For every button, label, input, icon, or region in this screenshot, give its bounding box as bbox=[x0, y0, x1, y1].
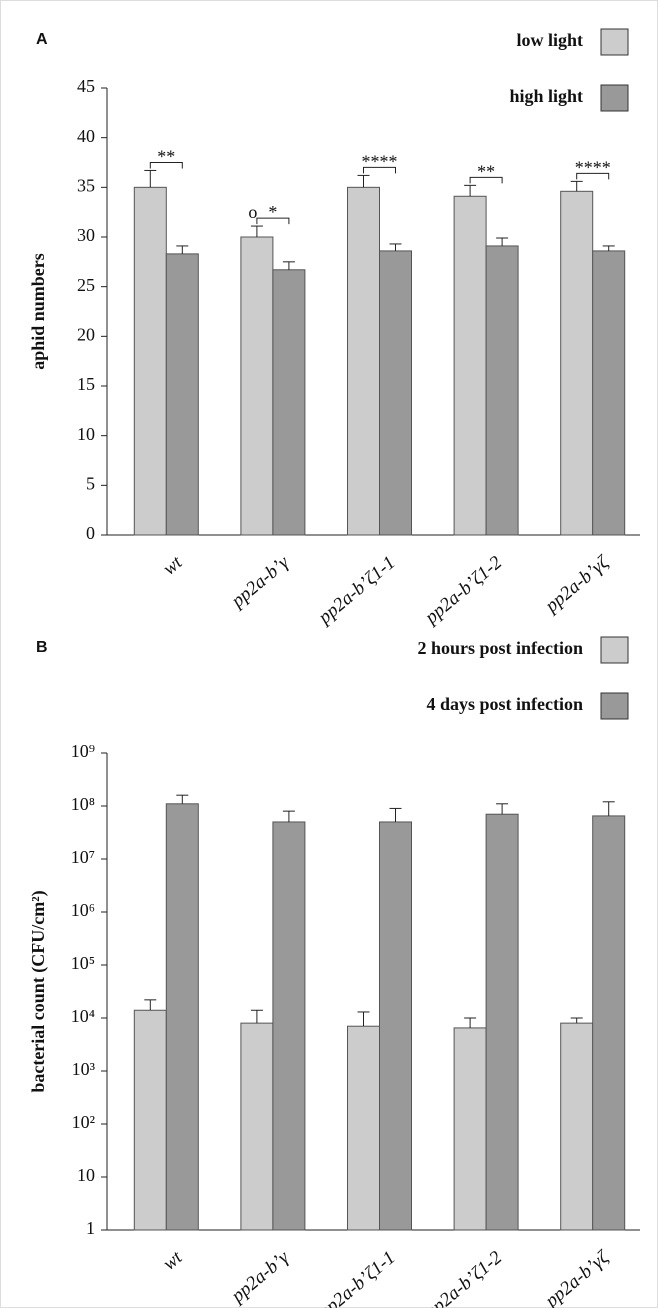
bar bbox=[165, 253, 199, 536]
bar bbox=[485, 813, 519, 1231]
y-tick-label: 10⁷ bbox=[71, 847, 95, 867]
y-tick-label: 45 bbox=[77, 76, 95, 96]
significance-label: **** bbox=[362, 152, 398, 172]
significance-bracket bbox=[576, 172, 610, 180]
legend-label: 4 days post infection bbox=[426, 694, 583, 714]
panel-label: A bbox=[36, 31, 48, 48]
y-tick-label: 10⁴ bbox=[71, 1006, 95, 1026]
bar bbox=[240, 236, 274, 536]
y-tick-label: 35 bbox=[77, 175, 95, 195]
point-label: o bbox=[248, 202, 257, 222]
y-tick-label: 40 bbox=[77, 126, 95, 146]
legend-swatch bbox=[600, 28, 629, 56]
y-axis-label: bacterial count (CFU/cm²) bbox=[28, 890, 49, 1092]
y-tick-label: 10⁶ bbox=[71, 900, 95, 920]
bar bbox=[165, 803, 199, 1231]
legend-swatch bbox=[600, 636, 629, 664]
bar bbox=[347, 186, 380, 536]
y-tick-label: 15 bbox=[77, 374, 95, 394]
y-tick-label: 25 bbox=[77, 275, 95, 295]
y-axis-label: aphid numbers bbox=[28, 253, 48, 370]
bar bbox=[592, 815, 626, 1231]
y-tick-label: 30 bbox=[77, 225, 95, 245]
significance-label: ** bbox=[157, 147, 175, 167]
y-tick-label: 5 bbox=[86, 473, 95, 493]
significance-bracket bbox=[256, 217, 290, 225]
significance-bracket bbox=[363, 166, 396, 174]
y-tick-label: 10⁸ bbox=[71, 794, 95, 814]
bar bbox=[453, 195, 487, 536]
bar bbox=[560, 190, 594, 536]
significance-label: ** bbox=[477, 161, 495, 181]
y-tick-label: 20 bbox=[77, 324, 95, 344]
significance-label: **** bbox=[575, 157, 611, 177]
y-tick-label: 1 bbox=[86, 1218, 95, 1238]
bar bbox=[272, 821, 306, 1231]
significance-bracket bbox=[469, 176, 503, 184]
y-tick-label: 10⁹ bbox=[71, 741, 95, 761]
bar bbox=[272, 269, 306, 536]
y-tick-label: 10⁵ bbox=[71, 953, 95, 973]
bar bbox=[133, 1009, 167, 1231]
legend-label: 2 hours post infection bbox=[417, 638, 583, 658]
bar bbox=[453, 1027, 487, 1231]
panel-label: B bbox=[36, 639, 48, 656]
y-tick-label: 0 bbox=[86, 523, 95, 543]
bar bbox=[133, 186, 167, 536]
legend-swatch bbox=[600, 84, 629, 112]
legend-label: low light bbox=[516, 30, 583, 50]
legend-swatch bbox=[600, 692, 629, 720]
bar bbox=[592, 250, 626, 536]
significance-label: * bbox=[268, 202, 277, 222]
legend-label: high light bbox=[509, 86, 583, 106]
bar bbox=[379, 821, 412, 1231]
bar bbox=[485, 245, 519, 536]
y-tick-label: 10 bbox=[77, 424, 95, 444]
y-tick-label: 10 bbox=[77, 1165, 95, 1185]
bar bbox=[240, 1022, 274, 1231]
y-tick-label: 10³ bbox=[72, 1059, 96, 1079]
bar bbox=[347, 1025, 380, 1231]
significance-bracket bbox=[149, 161, 183, 169]
y-tick-label: 10² bbox=[72, 1112, 95, 1132]
bar bbox=[379, 250, 412, 536]
bar bbox=[560, 1022, 594, 1231]
